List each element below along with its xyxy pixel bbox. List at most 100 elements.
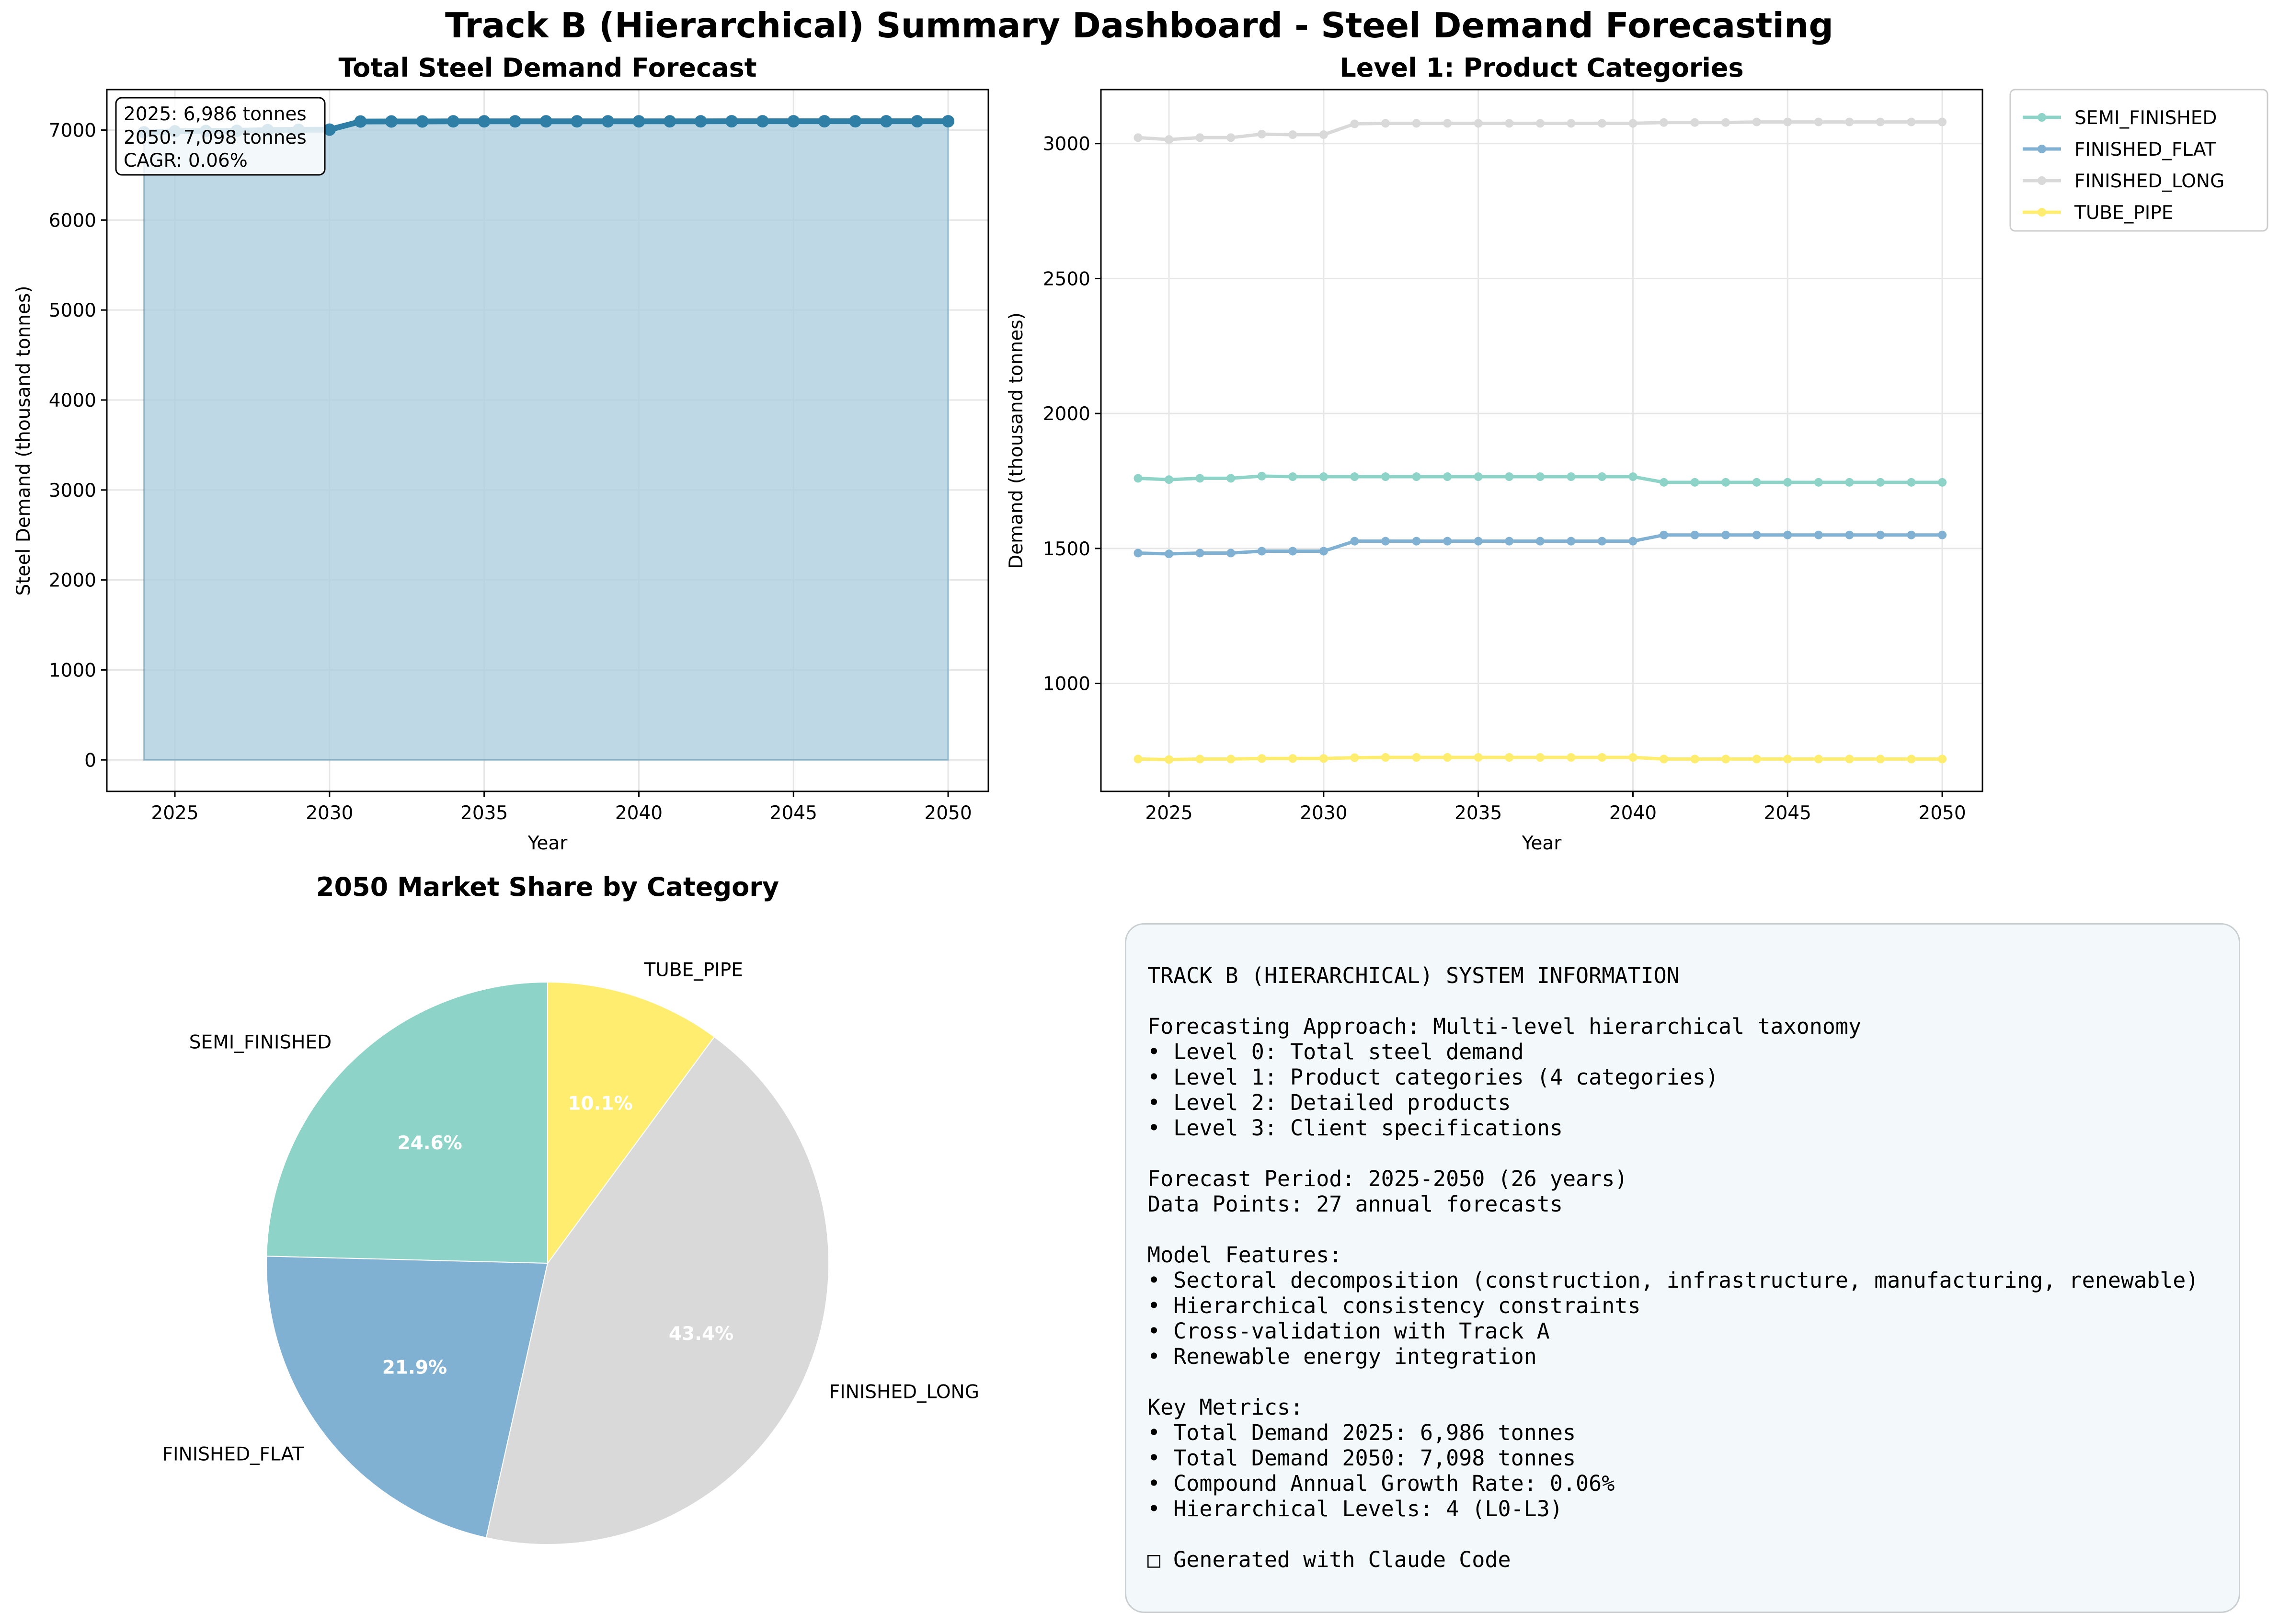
semi-finished-legend-marker [2038,113,2046,122]
finished-flat-point [1535,537,1545,546]
finished-flat-point [1195,549,1204,558]
product-categories-y-tick-label: 1500 [1043,538,1090,560]
tube-pipe-legend-label: TUBE_PIPE [2074,202,2173,224]
legend-frame [2009,89,2268,232]
total-demand-y-tick-label: 2000 [49,570,96,592]
finished-long-point [1288,130,1297,139]
semi-finished-legend-label: SEMI_FINISHED [2074,107,2217,129]
total-demand-point [385,115,398,128]
semi-finished-point [1597,472,1606,481]
total-demand-chart: Total Steel Demand Forecast 2025 2030 2035… [13,53,989,854]
total-demand-point [725,115,738,128]
finished-long-point [1350,119,1359,128]
semi-finished-point [1319,472,1328,481]
finished-flat-point [1721,530,1730,539]
product-categories-x-tick-label: 2025 [1145,802,1192,824]
tube-pipe-point [1597,753,1606,762]
finished-flat-point [1597,537,1606,546]
total-demand-point [694,115,707,128]
annotation-line-cagr: CAGR: 0.06% [124,150,248,172]
total-demand-point [818,115,831,128]
semi-finished-point [1845,478,1854,487]
product-categories-x-tick-label: 2030 [1300,802,1347,824]
total-demand-point [942,115,955,128]
semi-finished-point [1907,478,1916,487]
finished-long-point [1165,135,1174,144]
tube-pipe-point [1381,753,1390,762]
product-categories-y-tick-label: 2000 [1043,403,1090,425]
total-demand-y-tick-label: 5000 [49,300,96,321]
product-categories-x-axis-label: Year [1522,833,1562,854]
total-demand-x-tick-label: 2035 [460,802,508,824]
finished-long-point [1752,117,1761,126]
total-demand-point [632,115,645,128]
product-categories-x-tick-label: 2040 [1609,802,1657,824]
tube-pipe-point [1165,755,1174,764]
total-demand-point [509,115,522,128]
finished-long-point [1474,119,1483,128]
finished-long-pie-percent: 43.4% [669,1323,733,1345]
finished-flat-point [1412,537,1421,546]
tube-pipe-point [1907,755,1916,764]
finished-long-point [1226,133,1236,142]
total-demand-point [664,115,676,128]
finished-flat-point [1783,530,1792,539]
finished-flat-point [1134,549,1143,558]
semi-finished-point [1505,472,1514,481]
tube-pipe-point [1783,755,1792,764]
finished-long-point [1257,129,1266,138]
product-categories-x-tick-label: 2035 [1454,802,1502,824]
semi-finished-point [1567,472,1576,481]
finished-flat-point [1567,537,1576,546]
finished-long-point [1876,117,1885,126]
semi-finished-point [1134,474,1143,483]
annotation-line-2025: 2025: 6,986 tonnes [124,103,307,125]
finished-long-point [1721,118,1730,127]
market-share-chart-title: 2050 Market Share by Category [316,872,779,902]
semi-finished-point [1690,478,1699,487]
product-categories-y-tick-label: 2500 [1043,268,1090,290]
tube-pipe-point [1288,754,1297,763]
total-demand-point [354,115,367,128]
finished-long-pie-slice [485,1036,829,1545]
finished-flat-pie-percent: 21.9% [382,1357,447,1379]
finished-flat-point [1474,537,1483,546]
total-demand-y-axis-label: Steel Demand (thousand tonnes) [13,286,34,595]
finished-long-point [1535,119,1545,128]
product-categories-plot-frame [1100,89,1983,792]
tube-pipe-point [1690,755,1699,764]
finished-long-point [1319,130,1328,139]
total-demand-x-tick-label: 2030 [306,802,353,824]
tube-pipe-point [1752,755,1761,764]
tube-pipe-point [1443,753,1452,762]
finished-flat-pie-slice [266,1256,549,1539]
total-demand-x-tick-label: 2050 [924,802,972,824]
finished-flat-point [1690,530,1699,539]
tube-pipe-point [1876,755,1885,764]
semi-finished-point [1783,478,1792,487]
semi-finished-point [1628,472,1638,481]
semi-finished-point [1474,472,1483,481]
finished-flat-point [1443,537,1452,546]
semi-finished-point [1165,475,1174,484]
finished-long-point [1134,133,1143,142]
finished-flat-point [1505,537,1514,546]
total-demand-point [787,115,800,128]
product-categories-chart: Level 1: Product Categories 2025 2030 2035… [1006,53,2268,854]
product-categories-y-tick-label: 1000 [1043,674,1090,695]
semi-finished-point [1876,478,1885,487]
dashboard-title: Track B (Hierarchical) Summary Dashboard… [445,5,1833,46]
finished-long-point [1814,117,1823,126]
total-demand-y-tick-label: 6000 [49,210,96,231]
tube-pipe-pie-label: TUBE_PIPE [643,960,743,981]
tube-pipe-point [1845,755,1854,764]
finished-long-legend-label: FINISHED_LONG [2074,171,2224,192]
semi-finished-point [1412,472,1421,481]
semi-finished-point [1660,478,1669,487]
total-demand-y-tick-label: 1000 [49,660,96,681]
tube-pipe-point [1535,753,1545,762]
annotation-line-2050: 2050: 7,098 tonnes [124,127,307,149]
finished-long-point [1938,117,1947,126]
product-categories-legend: SEMI_FINISHED FINISHED_FLAT FINISHED_LONG T… [2009,89,2268,232]
finished-long-point [1690,118,1699,127]
